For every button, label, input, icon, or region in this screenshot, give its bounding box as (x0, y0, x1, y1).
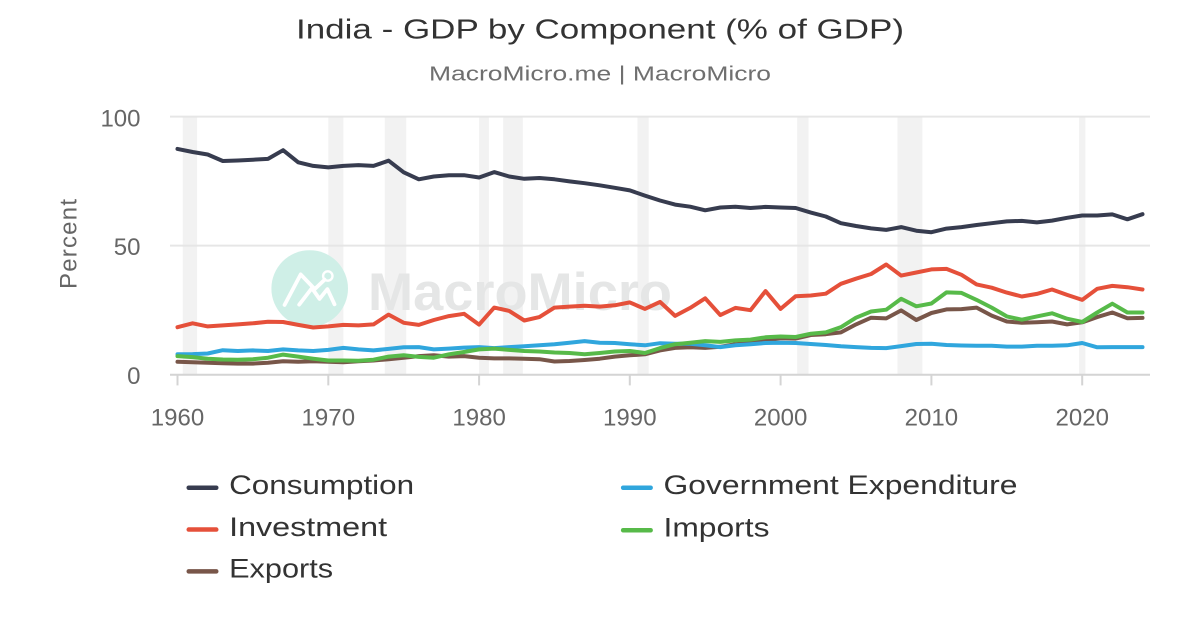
svg-text:100: 100 (100, 105, 140, 132)
svg-text:Percent: Percent (56, 199, 83, 289)
svg-text:MacroMicro.me | MacroMicro: MacroMicro.me | MacroMicro (429, 64, 771, 86)
svg-text:0: 0 (127, 363, 140, 390)
svg-text:1960: 1960 (151, 405, 205, 432)
svg-text:MacroMicro: MacroMicro (368, 263, 672, 322)
svg-text:1970: 1970 (302, 405, 356, 432)
svg-text:2020: 2020 (1055, 405, 1109, 432)
svg-text:Government Expenditure: Government Expenditure (664, 470, 1018, 500)
svg-text:Consumption: Consumption (229, 470, 414, 500)
svg-text:India - GDP by Component (% of: India - GDP by Component (% of GDP) (296, 13, 904, 44)
svg-text:50: 50 (114, 234, 141, 261)
svg-text:2000: 2000 (754, 405, 808, 432)
svg-text:Imports: Imports (664, 513, 770, 543)
svg-text:1980: 1980 (452, 405, 505, 432)
svg-text:Investment: Investment (229, 512, 388, 542)
svg-text:1990: 1990 (603, 405, 657, 432)
svg-text:2010: 2010 (905, 405, 959, 432)
svg-text:Exports: Exports (229, 554, 333, 584)
